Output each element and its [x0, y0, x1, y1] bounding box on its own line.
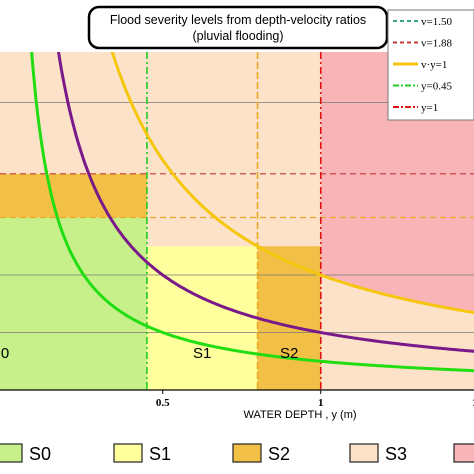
x-tick-label: 0.5: [156, 397, 170, 409]
legend-swatch-s4: [453, 443, 474, 463]
legend-label: y=1: [421, 102, 438, 114]
region-label-s1: S1: [193, 345, 211, 362]
x-axis-label: WATER DEPTH , y (m): [243, 409, 356, 421]
legend-swatch-s2: [232, 443, 262, 463]
chart-title: Flood severity levels from depth-velocit…: [110, 13, 366, 27]
region-label-s2: S2: [280, 345, 298, 362]
series-line-vy-0-25: [30, 52, 474, 373]
x-tick-label: 1: [318, 397, 324, 409]
region-legend: S0 S1 S2 S3: [0, 443, 474, 464]
region-s1: [146, 246, 258, 390]
legend-label: v·y=1: [421, 59, 447, 71]
legend-label-s3: S3: [385, 444, 407, 464]
chart-title-box: Flood severity levels from depth-velocit…: [87, 5, 389, 50]
legend-label-s1: S1: [149, 444, 171, 464]
legend-label: v=1.50: [421, 16, 452, 28]
legend-swatch-s1: [113, 443, 143, 463]
series-line-vy-0-5: [57, 52, 474, 353]
series-line-vy-1: [110, 52, 474, 315]
region-label-s0: 0: [1, 345, 9, 362]
region-s2-band: [0, 173, 147, 218]
legend-label-s2: S2: [268, 444, 290, 464]
legend-label: y=0.45: [421, 81, 452, 93]
x-tick-label: 1.5: [472, 397, 474, 409]
region-s0: [0, 217, 147, 390]
legend: v=1.50 v=1.88 v·y=1 y=0.45 y=1: [387, 9, 474, 121]
legend-label-s0: S0: [29, 444, 51, 464]
legend-swatch-s0: [0, 443, 23, 463]
region-s2: [257, 246, 321, 390]
legend-swatch-s3: [349, 443, 379, 463]
legend-label: v=1.88: [421, 38, 452, 50]
chart-subtitle: (pluvial flooding): [192, 29, 283, 43]
